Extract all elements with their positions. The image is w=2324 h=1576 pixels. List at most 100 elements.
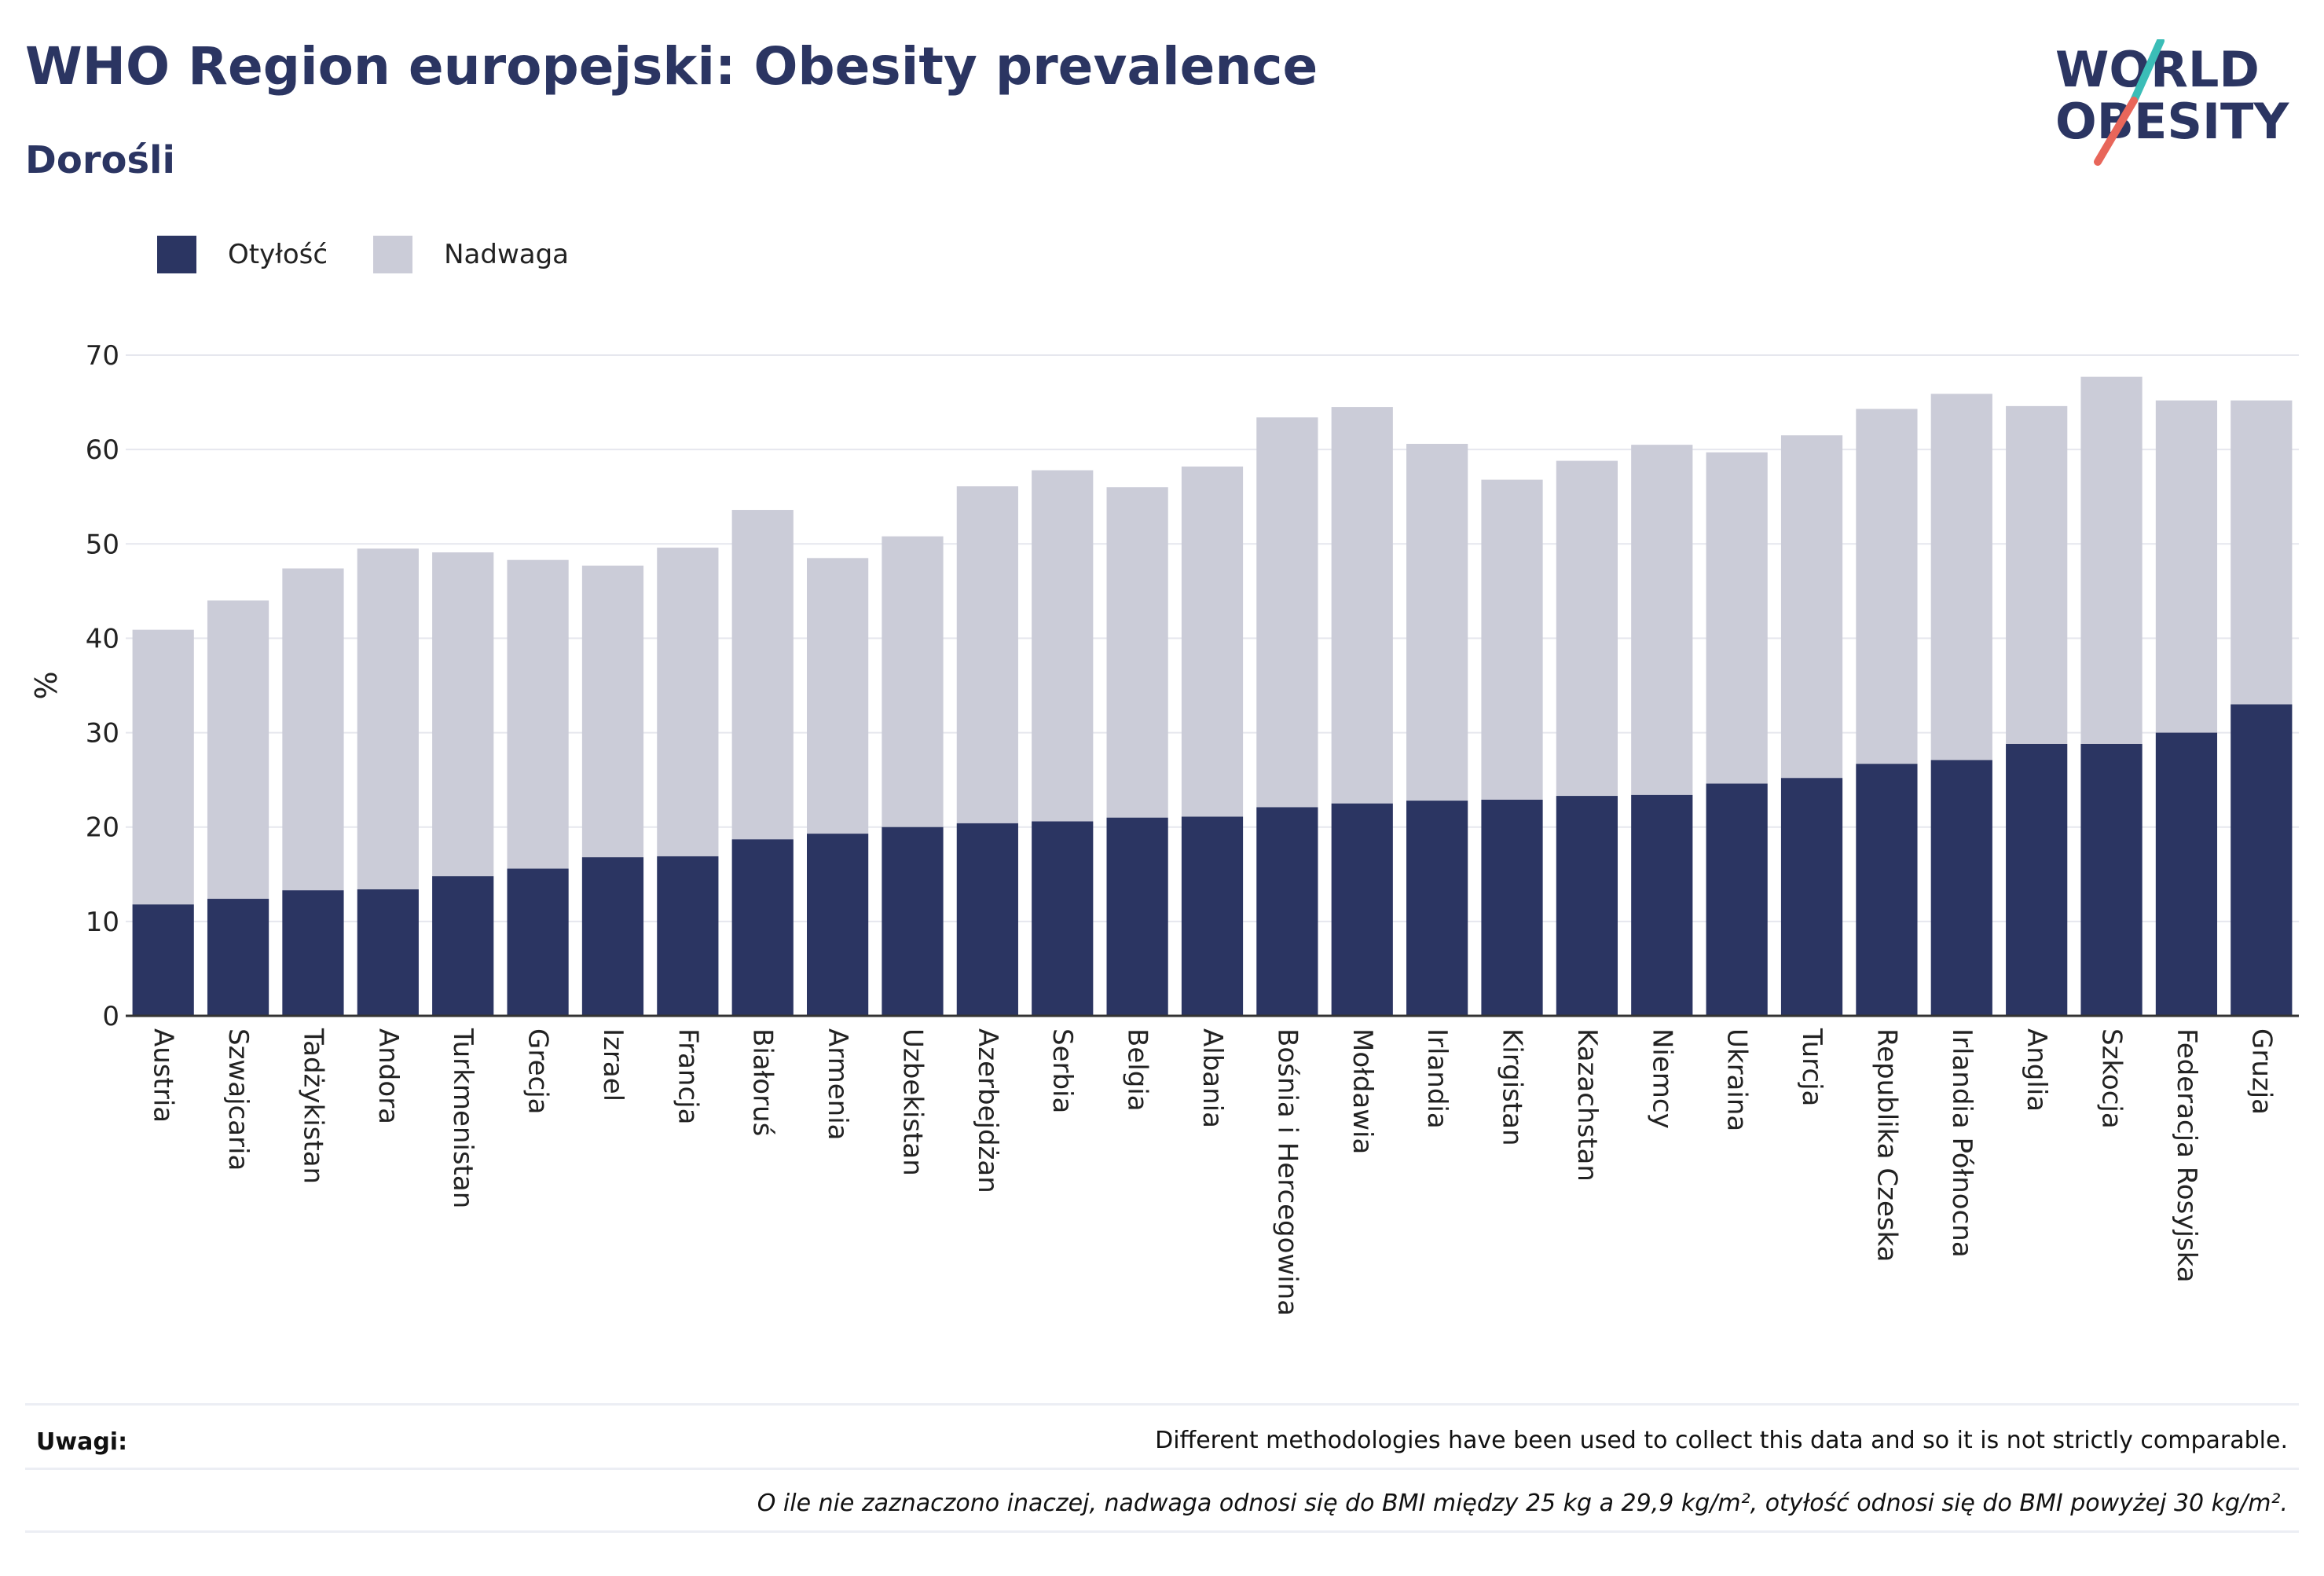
bar-obesity-mołdawia (1331, 803, 1393, 1016)
x-tick-label-białoruś: Białoruś (747, 1028, 779, 1136)
logo-word-obesity: OBESITY (2055, 93, 2289, 150)
stacked-bar-chart: 0 10 20 30 40 50 60 70% Austria Szwajcaria Tadżyki… (29, 340, 2299, 1316)
bar-overweight-albania (1181, 466, 1244, 817)
bar-overweight-republika-czeska (1856, 409, 1918, 764)
bar-overweight-tadżykistan (282, 568, 344, 891)
x-tick-label-kirgistan: Kirgistan (1497, 1028, 1528, 1146)
bar-overweight-szwajcaria (207, 600, 269, 900)
bar-overweight-irlandia-północna (1930, 394, 1992, 761)
x-tick-label-armenia: Armenia (822, 1028, 853, 1141)
bar-obesity-republika-czeska (1856, 764, 1918, 1016)
x-tick-label-kazachstan: Kazachstan (1571, 1028, 1603, 1182)
logo-slash-top (2130, 39, 2165, 104)
x-tick-label-szwajcaria: Szwajcaria (222, 1028, 254, 1171)
bar-overweight-uzbekistan (882, 536, 944, 827)
x-tick-label-irlandia: Irlandia (1421, 1028, 1453, 1129)
bar-obesity-anglia (2006, 743, 2068, 1016)
bar-overweight-francja (657, 548, 719, 856)
legend-swatch-overweight (373, 236, 413, 273)
bar-obesity-grecja (507, 868, 569, 1016)
legend-label-obesity: Otyłość (228, 239, 328, 270)
bar-overweight-turcja (1780, 435, 1843, 779)
bar-obesity-izrael (581, 857, 644, 1016)
x-tick-label-albania: Albania (1197, 1028, 1228, 1128)
bar-overweight-białoruś (731, 510, 794, 840)
bar-obesity-gruzja (2231, 704, 2293, 1016)
logo-slash-bottom (2094, 97, 2138, 166)
x-tick-label-austria: Austria (148, 1028, 179, 1123)
notes-label: Uwagi: (36, 1428, 128, 1456)
bar-obesity-irlandia (1406, 801, 1468, 1016)
y-tick-label-10: 10 (86, 907, 119, 938)
x-tick-label-serbia: Serbia (1047, 1028, 1078, 1113)
bar-obesity-kazachstan (1556, 796, 1618, 1016)
bar-obesity-turcja (1780, 778, 1843, 1016)
bar-obesity-irlandia-północna (1930, 760, 1992, 1016)
bar-obesity-ukraina (1706, 783, 1768, 1016)
bar-overweight-andora (357, 548, 419, 890)
bar-obesity-francja (657, 856, 719, 1016)
y-tick-label-20: 20 (86, 812, 119, 844)
bar-obesity-szwajcaria (207, 899, 269, 1016)
bar-obesity-albania (1181, 816, 1244, 1016)
bar-overweight-kirgistan (1481, 479, 1543, 800)
bar-overweight-serbia (1032, 470, 1094, 822)
chart-title: WHO Region europejski: Obesity prevalenc… (25, 36, 1318, 97)
bar-obesity-tadżykistan (282, 890, 344, 1016)
bar-overweight-mołdawia (1331, 407, 1393, 804)
x-tick-label-irlandia-północna: Irlandia Północna (1946, 1028, 1978, 1258)
x-tick-label-turkmenistan: Turkmenistan (447, 1028, 478, 1208)
legend-item-overweight[interactable]: Nadwaga (373, 236, 569, 273)
y-tick-label-0: 0 (102, 1001, 119, 1032)
bar-obesity-uzbekistan (882, 826, 944, 1016)
x-tick-label-grecja: Grecja (522, 1028, 554, 1114)
x-tick-label-mołdawia: Mołdawia (1347, 1028, 1378, 1154)
bar-overweight-izrael (581, 565, 644, 858)
notes-divider-bottom (25, 1530, 2299, 1533)
bar-overweight-szkocja (2080, 376, 2143, 744)
y-axis-label: % (29, 671, 64, 699)
bar-obesity-andora (357, 889, 419, 1016)
legend-item-obesity[interactable]: Otyłość (157, 236, 328, 273)
bar-obesity-serbia (1032, 821, 1094, 1016)
bar-overweight-belgia (1106, 487, 1168, 818)
bar-overweight-irlandia (1406, 443, 1468, 801)
bar-obesity-niemcy (1631, 794, 1693, 1016)
bar-overweight-armenia (806, 558, 869, 834)
bar-obesity-armenia (806, 834, 869, 1016)
x-tick-label-niemcy: Niemcy (1646, 1028, 1677, 1129)
bar-obesity-austria (132, 904, 194, 1016)
x-tick-label-belgia: Belgia (1122, 1028, 1153, 1112)
y-tick-label-30: 30 (86, 718, 119, 750)
x-tick-label-republika-czeska: Republika Czeska (1871, 1028, 1902, 1263)
bar-overweight-niemcy (1631, 445, 1693, 795)
bar-obesity-białoruś (731, 839, 794, 1016)
y-tick-label-40: 40 (86, 623, 119, 654)
bar-overweight-bośnia-i-hercegowina (1256, 417, 1318, 808)
x-tick-label-federacja-rosyjska: Federacja Rosyjska (2171, 1028, 2202, 1283)
x-tick-label-andora: Andora (372, 1028, 404, 1124)
bar-overweight-gruzja (2231, 400, 2293, 705)
y-tick-label-60: 60 (86, 434, 119, 466)
legend-swatch-obesity (157, 236, 196, 273)
x-tick-label-turcja: Turcja (1796, 1028, 1827, 1106)
notes-divider-middle (25, 1468, 2299, 1470)
notes-footnote: O ile nie zaznaczono inaczej, nadwaga od… (757, 1490, 2288, 1517)
bar-obesity-turkmenistan (432, 876, 494, 1016)
bar-obesity-federacja-rosyjska (2155, 732, 2218, 1016)
bar-overweight-kazachstan (1556, 460, 1618, 797)
notes-text: Different methodologies have been used t… (1155, 1427, 2288, 1454)
bar-obesity-kirgistan (1481, 799, 1543, 1016)
y-tick-label-70: 70 (86, 340, 119, 372)
bar-obesity-bośnia-i-hercegowina (1256, 807, 1318, 1016)
x-tick-label-ukraina: Ukraina (1721, 1028, 1753, 1131)
chart-subtitle: Dorośli (25, 138, 175, 182)
bar-overweight-austria (132, 629, 194, 905)
legend-label-overweight: Nadwaga (444, 239, 570, 270)
x-tick-label-tadżykistan: Tadżykistan (297, 1028, 328, 1184)
notes-divider-top (25, 1403, 2299, 1406)
chart-legend: Otyłość Nadwaga (157, 233, 614, 277)
x-tick-label-azerbejdżan: Azerbejdżan (972, 1028, 1003, 1193)
bar-obesity-azerbejdżan (956, 823, 1018, 1016)
bar-overweight-anglia (2006, 405, 2068, 744)
